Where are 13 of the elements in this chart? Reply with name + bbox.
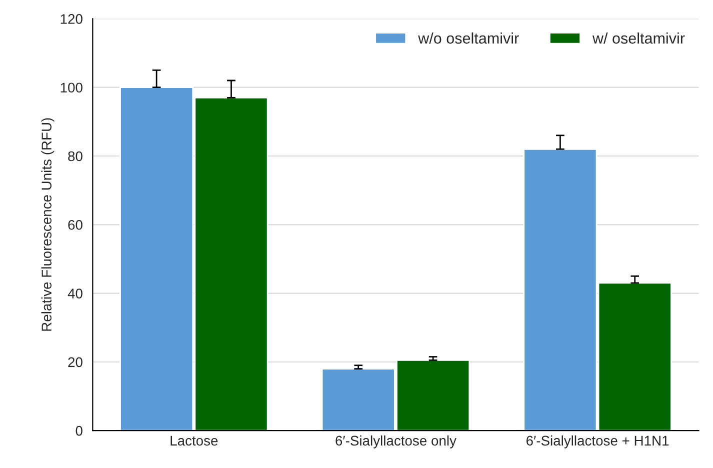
x-tick-label: Lactose [170, 436, 218, 446]
legend-label: w/o oseltamivir [418, 32, 519, 44]
y-tick-label: 100 [60, 82, 82, 93]
y-tick-label: 60 [68, 220, 82, 230]
x-tick-label: 6′-Sialyllactose + H1N1 [526, 435, 669, 448]
x-tick-label: 6′-Sialyllactose only [336, 435, 456, 448]
y-tick-label: 40 [68, 288, 82, 298]
y-axis-title: Relative Fluorescence Units (RFU) [41, 118, 54, 331]
legend-label: w/ oseltamivir [592, 32, 685, 44]
y-tick-label: 80 [68, 151, 82, 162]
y-tick-label: 0 [76, 426, 82, 436]
y-tick-label: 20 [68, 357, 82, 368]
y-tick-label: 120 [60, 14, 82, 24]
